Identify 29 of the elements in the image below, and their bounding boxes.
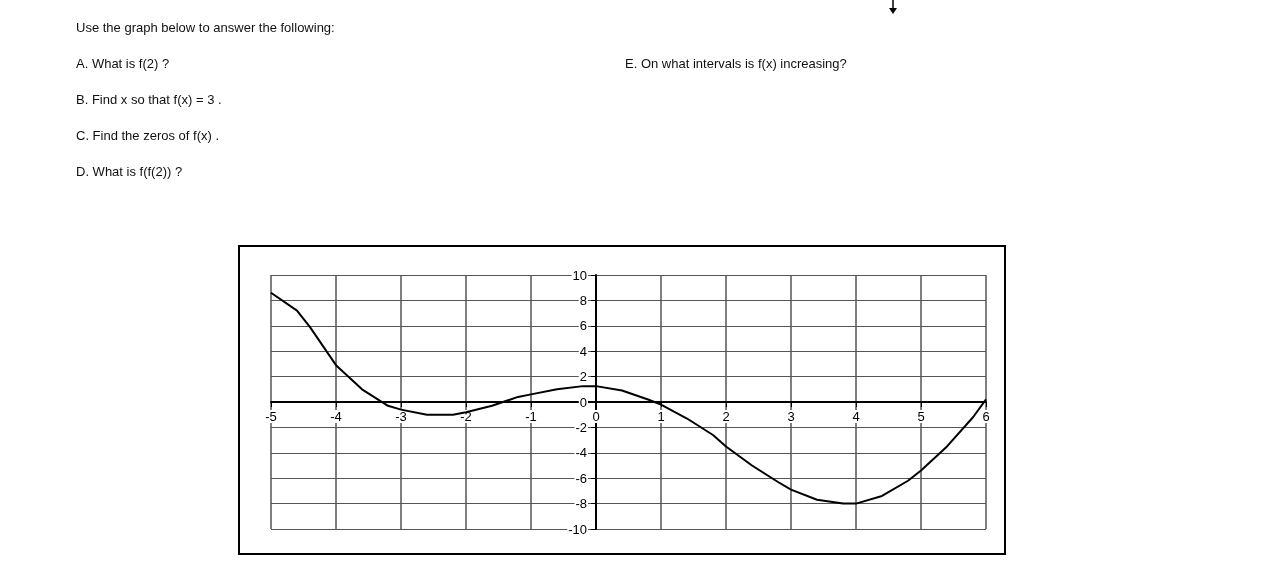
text: C. Find the zeros of f(x) . xyxy=(76,128,220,143)
x-tick-label: 4 xyxy=(852,409,860,424)
y-tick-label: 2 xyxy=(579,369,587,385)
y-tick-label: 10 xyxy=(572,267,587,283)
x-tick-label: 2 xyxy=(722,409,730,424)
x-tick-label: -5 xyxy=(265,409,277,424)
y-tick-label: -10 xyxy=(568,521,587,537)
x-tick-label: -1 xyxy=(525,409,537,424)
y-tick-label: 0 xyxy=(579,394,587,410)
text: D. What is f(f(2)) ? xyxy=(76,164,183,179)
x-tick-label: 3 xyxy=(787,409,795,424)
x-tick-label: 5 xyxy=(917,409,925,424)
text: A. What is f(2) ? xyxy=(76,56,170,71)
x-tick-label: 1 xyxy=(657,409,665,424)
x-tick-label: 6 xyxy=(982,409,990,424)
y-tick-label: 8 xyxy=(579,292,587,308)
y-tick-label: -4 xyxy=(575,445,587,461)
text: E. On what intervals is f(x) increasing? xyxy=(625,56,847,71)
x-tick-label: 0 xyxy=(592,409,600,424)
y-tick-label: 6 xyxy=(579,318,587,334)
x-tick-label: -3 xyxy=(395,409,407,424)
chart-title: Use the graph below to answer the following: xyxy=(76,20,335,35)
y-tick-label: -6 xyxy=(575,470,587,486)
y-tick-label: -8 xyxy=(575,496,587,512)
y-tick-label: 4 xyxy=(579,343,587,359)
text: B. Find x so that f(x) = 3 . xyxy=(76,92,222,107)
x-tick-label: -2 xyxy=(460,409,472,424)
x-tick-label: -4 xyxy=(330,409,342,424)
y-tick-label: -2 xyxy=(575,419,587,435)
